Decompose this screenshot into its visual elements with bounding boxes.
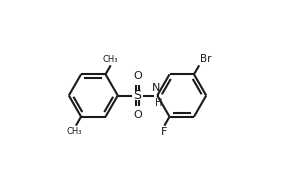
Text: F: F: [161, 127, 168, 137]
Text: S: S: [133, 89, 142, 102]
Text: O: O: [133, 110, 142, 120]
Text: Br: Br: [200, 54, 212, 64]
Text: O: O: [133, 71, 142, 81]
Text: H: H: [154, 98, 162, 108]
Text: CH₃: CH₃: [103, 55, 119, 64]
Text: N: N: [152, 83, 161, 93]
Text: CH₃: CH₃: [66, 127, 82, 136]
